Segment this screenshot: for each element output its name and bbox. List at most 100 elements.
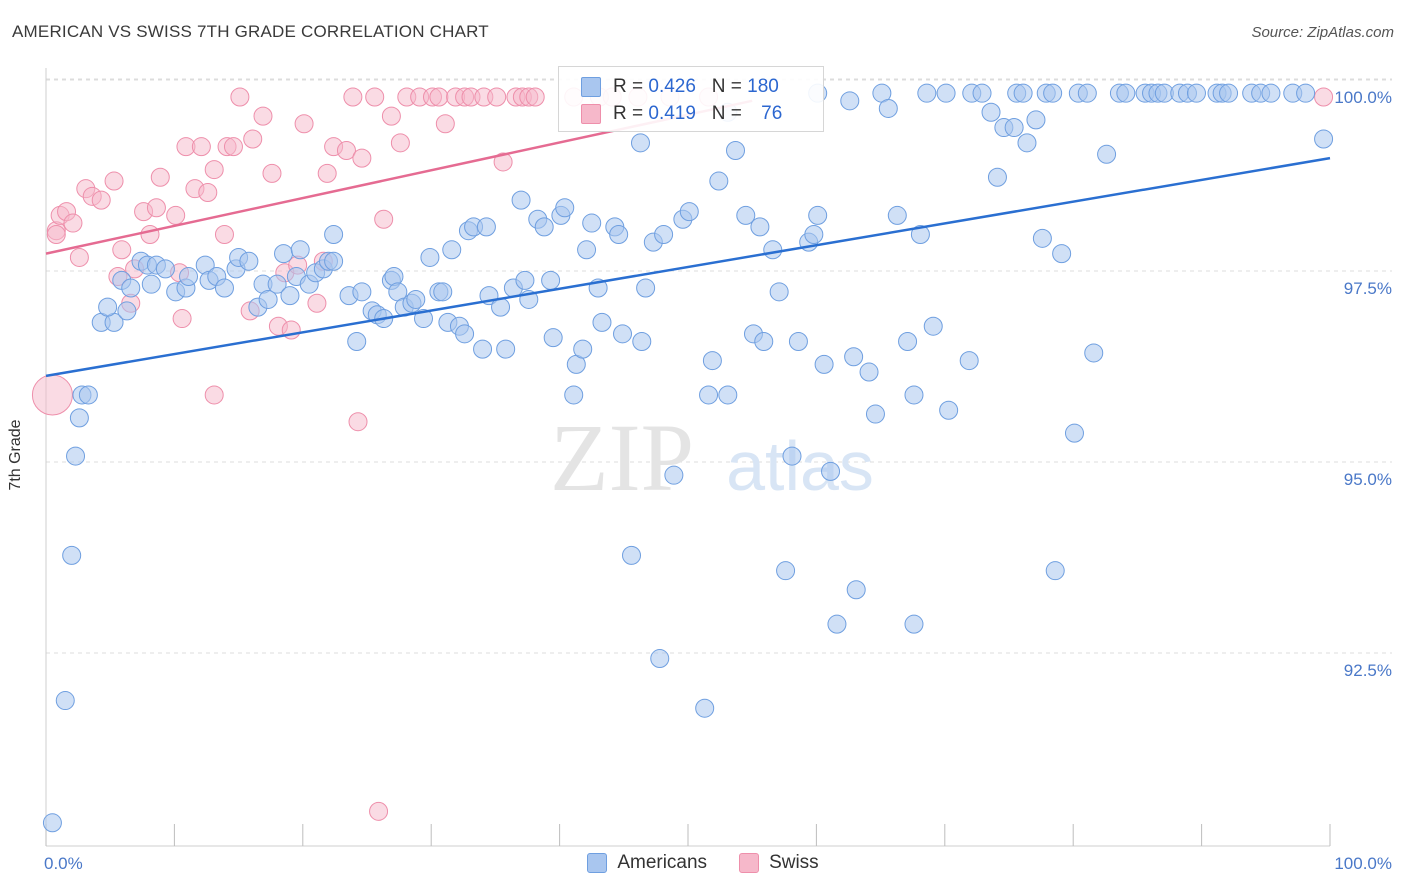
americans-point bbox=[846, 580, 866, 600]
swiss-point bbox=[204, 160, 224, 180]
swiss-point bbox=[243, 129, 263, 149]
swiss-point bbox=[31, 374, 73, 416]
x-tick-label-max: 100.0% bbox=[1334, 854, 1392, 873]
americans-point bbox=[280, 286, 300, 306]
americans-point bbox=[442, 240, 462, 260]
swiss-point bbox=[69, 247, 89, 267]
americans-point bbox=[1043, 83, 1063, 103]
americans-point bbox=[827, 614, 847, 634]
americans-point bbox=[859, 362, 879, 382]
americans-point bbox=[42, 813, 62, 833]
americans-point bbox=[632, 331, 652, 351]
americans-point bbox=[726, 140, 746, 160]
swiss-point bbox=[230, 87, 250, 107]
americans-point bbox=[1219, 83, 1239, 103]
americans-point bbox=[904, 614, 924, 634]
swiss-point bbox=[198, 183, 218, 202]
swiss-point bbox=[336, 140, 356, 160]
swiss-point bbox=[172, 309, 192, 329]
americans-point bbox=[455, 324, 475, 344]
americans-point bbox=[709, 171, 729, 191]
americans-point bbox=[555, 198, 575, 218]
americans-point bbox=[239, 251, 259, 271]
americans-point bbox=[1116, 83, 1136, 103]
americans-point bbox=[699, 385, 719, 405]
legend-item-americans[interactable]: Americans bbox=[587, 852, 707, 874]
americans-point bbox=[972, 83, 992, 103]
tick-labels: 92.5% 95.0% 97.5% 100.0% 0.0% 100.0% bbox=[44, 88, 1392, 873]
swiss-point bbox=[381, 106, 401, 126]
americans-point bbox=[776, 561, 796, 581]
americans-point bbox=[923, 316, 943, 336]
y-tick-label-3: 100.0% bbox=[1334, 88, 1392, 107]
swiss-legend-swatch bbox=[739, 853, 760, 873]
americans-point bbox=[695, 698, 715, 718]
americans-point bbox=[290, 240, 310, 260]
n-value: 76 bbox=[761, 103, 783, 124]
swiss-point bbox=[352, 148, 372, 168]
watermark-atlas: atlas bbox=[726, 427, 874, 505]
americans-point bbox=[763, 240, 783, 260]
americans-point bbox=[515, 270, 535, 290]
americans-point bbox=[1032, 228, 1052, 248]
americans-point bbox=[840, 91, 860, 111]
americans-point bbox=[582, 213, 602, 233]
americans-point bbox=[433, 282, 453, 302]
americans-point bbox=[1077, 83, 1097, 103]
n-label: N = bbox=[711, 103, 748, 124]
swiss-point bbox=[487, 87, 507, 107]
americans-point bbox=[1186, 83, 1206, 103]
americans-point bbox=[476, 217, 496, 237]
americans-legend-label: Americans bbox=[617, 852, 708, 873]
americans-point bbox=[702, 351, 722, 371]
legend-row-swiss: R = 0.419 N = 76 bbox=[581, 101, 782, 127]
r-label: R = bbox=[613, 76, 649, 97]
americans-point bbox=[55, 691, 75, 711]
x-tick-label-min: 0.0% bbox=[44, 854, 83, 873]
swiss-point bbox=[191, 137, 211, 157]
americans-legend-swatch bbox=[587, 853, 608, 873]
swiss-point bbox=[348, 412, 368, 432]
americans-point bbox=[609, 225, 629, 245]
americans-point bbox=[718, 385, 738, 405]
americans-point bbox=[511, 190, 531, 210]
legend-item-swiss[interactable]: Swiss bbox=[739, 852, 819, 874]
americans-point bbox=[1261, 83, 1281, 103]
swiss-point bbox=[46, 225, 66, 245]
swiss-point bbox=[374, 209, 394, 229]
watermark-zip: ZIP bbox=[550, 404, 694, 511]
americans-point bbox=[592, 312, 612, 332]
americans-point bbox=[78, 385, 98, 405]
americans-point bbox=[769, 282, 789, 302]
n-label: N = bbox=[711, 76, 748, 97]
swiss-point bbox=[104, 171, 124, 191]
americans-point bbox=[939, 400, 959, 420]
americans-point bbox=[844, 347, 864, 367]
americans-point bbox=[654, 225, 674, 245]
americans-point bbox=[898, 331, 918, 351]
americans-point bbox=[62, 545, 82, 565]
americans-point bbox=[541, 270, 561, 290]
swiss-point bbox=[343, 87, 363, 107]
source-credit: Source: ZipAtlas.com bbox=[1251, 24, 1394, 41]
watermark: ZIP atlas bbox=[550, 404, 874, 511]
swiss-point bbox=[493, 152, 513, 172]
americans-point bbox=[1064, 423, 1084, 443]
r-label: R = bbox=[613, 103, 649, 124]
americans-point bbox=[406, 289, 426, 309]
swiss-point bbox=[390, 133, 410, 153]
americans-point bbox=[750, 217, 770, 237]
swiss-point bbox=[253, 106, 273, 126]
swiss-point bbox=[369, 801, 389, 821]
americans-point bbox=[636, 278, 656, 298]
americans-point bbox=[564, 385, 584, 405]
legend-row-americans: R = 0.426 N = 180 bbox=[581, 74, 779, 100]
americans-point bbox=[324, 251, 344, 271]
americans-point bbox=[987, 167, 1007, 187]
americans-point bbox=[814, 354, 834, 374]
americans-point bbox=[141, 274, 161, 294]
r-value: 0.426 bbox=[648, 76, 696, 97]
americans-point bbox=[117, 301, 137, 321]
swiss-point bbox=[365, 87, 385, 107]
